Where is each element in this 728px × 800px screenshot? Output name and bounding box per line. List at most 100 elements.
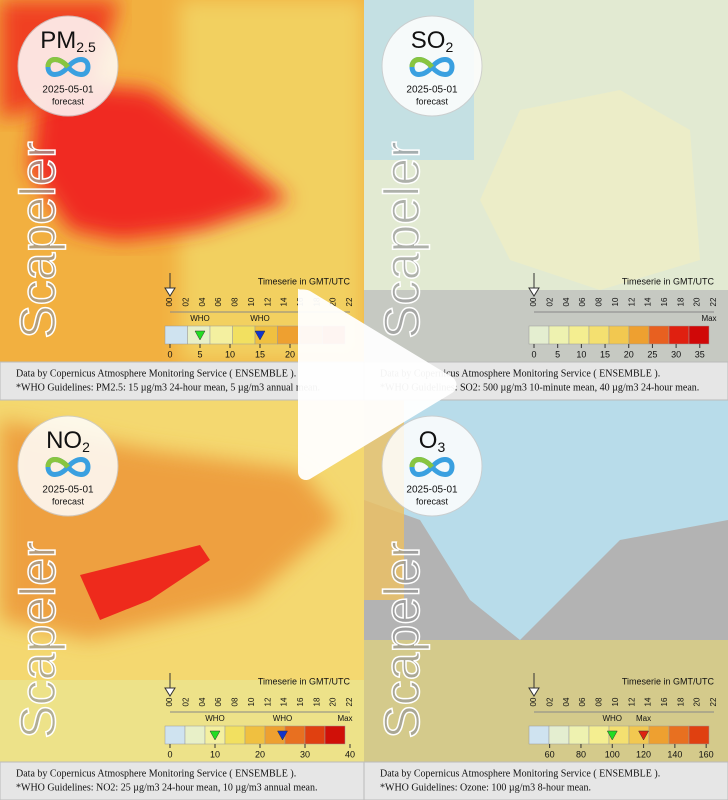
guideline: *WHO Guidelines: SO2: 500 µg/m3 10-minut… <box>380 382 699 393</box>
title-sub: 2 <box>82 439 90 455</box>
scale-cell <box>548 325 570 345</box>
now-arrow <box>164 673 176 697</box>
scale-cell <box>209 325 233 345</box>
title-sub: 2 <box>445 39 453 55</box>
scale-tick-label: 10 <box>210 749 220 759</box>
title-main: O <box>419 427 438 454</box>
who-marker <box>606 730 618 741</box>
hour-label: 12 <box>627 297 636 306</box>
hour-label: 06 <box>578 297 587 306</box>
scale-tick-label: 15 <box>255 349 265 359</box>
scale-cell <box>304 725 326 745</box>
hour-label: 00 <box>165 697 174 706</box>
scale-tick-label: 5 <box>197 349 202 359</box>
who-marker <box>194 330 206 341</box>
pollutant-title: O3 <box>419 427 446 454</box>
timeline-label: Timeserie in GMT/UTC <box>258 676 351 686</box>
play-button[interactable] <box>298 288 457 481</box>
hour-label: 10 <box>611 697 620 706</box>
title-sub: 3 <box>437 439 445 455</box>
hour-label: 06 <box>578 697 587 706</box>
scale-tick-label: 0 <box>531 349 536 359</box>
scale-tick-label: 0 <box>167 749 172 759</box>
hour-label: 22 <box>345 297 354 306</box>
hour-label: 16 <box>296 697 305 706</box>
hour-label: 20 <box>329 297 338 306</box>
hour-label: 08 <box>231 697 240 706</box>
brand: Scapeler <box>10 541 66 738</box>
hour-label: 12 <box>627 697 636 706</box>
hour-label: 02 <box>181 697 190 706</box>
scale-tick-label: 160 <box>699 749 714 759</box>
hour-label: 10 <box>247 297 256 306</box>
hour-label: 22 <box>709 297 718 306</box>
status: forecast <box>52 496 85 506</box>
who-label: WHO <box>273 714 293 723</box>
hour-label: 06 <box>214 697 223 706</box>
scale-tick-label: 40 <box>345 749 355 759</box>
scale-cell <box>244 725 266 745</box>
date: 2025-05-01 <box>42 85 94 96</box>
title-main: PM <box>40 27 76 54</box>
timeline-label: Timeserie in GMT/UTC <box>622 276 715 286</box>
who-label: WHO <box>205 714 225 723</box>
status: forecast <box>416 496 449 506</box>
hour-label: 12 <box>263 697 272 706</box>
hour-label: 14 <box>644 297 653 306</box>
hour-label: 08 <box>595 697 604 706</box>
pollutant-title: SO2 <box>411 27 454 54</box>
hour-label: 14 <box>644 697 653 706</box>
credit: Data by Copernicus Atmosphere Monitoring… <box>380 768 660 779</box>
scale-tick-label: 100 <box>605 749 620 759</box>
who-marker <box>254 330 266 341</box>
hour-label: 16 <box>660 697 669 706</box>
logo-accent <box>409 57 434 69</box>
timeline-label: Timeserie in GMT/UTC <box>622 676 715 686</box>
scale-cell <box>284 725 306 745</box>
hour-label: 18 <box>312 697 321 706</box>
hour-label: 00 <box>529 297 538 306</box>
scale-cell <box>164 725 186 745</box>
who-label: Max <box>636 714 651 723</box>
hour-label: 04 <box>562 697 571 706</box>
who-marker <box>277 730 288 741</box>
hour-label: 08 <box>595 297 604 306</box>
guideline: *WHO Guidelines: NO2: 25 µg/m3 24-hour m… <box>16 782 317 793</box>
date: 2025-05-01 <box>406 85 458 96</box>
hour-label: 16 <box>660 297 669 306</box>
scale-tick-label: 20 <box>285 349 295 359</box>
scale-cell <box>688 325 710 345</box>
hour-label: 02 <box>181 297 190 306</box>
hour-label: 04 <box>198 697 207 706</box>
scale-cell <box>528 725 550 745</box>
logo-accent <box>45 457 70 469</box>
title-main: SO <box>411 27 446 54</box>
hour-label: 18 <box>676 697 685 706</box>
scale-cell <box>528 325 550 345</box>
scale-tick-label: 5 <box>555 349 560 359</box>
scale-cell <box>688 725 710 745</box>
who-label: WHO <box>250 314 270 323</box>
hour-label: 02 <box>545 697 554 706</box>
scale-tick-label: 15 <box>600 349 610 359</box>
hour-label: 04 <box>198 297 207 306</box>
hour-label: 20 <box>693 297 702 306</box>
scale-cell <box>608 325 630 345</box>
scale-cell <box>184 725 206 745</box>
credit: Data by Copernicus Atmosphere Monitoring… <box>380 368 660 379</box>
scale-tick-label: 120 <box>636 749 651 759</box>
hour-label: 10 <box>611 297 620 306</box>
status: forecast <box>416 96 449 106</box>
scale-cell <box>648 325 670 345</box>
brand: Scapeler <box>374 541 430 738</box>
hour-label: 20 <box>693 697 702 706</box>
timeline-label: Timeserie in GMT/UTC <box>258 276 351 286</box>
credit: Data by Copernicus Atmosphere Monitoring… <box>16 368 296 379</box>
pollutant-title: PM2.5 <box>40 27 96 54</box>
title-sub: 2.5 <box>76 39 96 55</box>
scale-cell <box>648 725 670 745</box>
hour-label: 02 <box>545 297 554 306</box>
